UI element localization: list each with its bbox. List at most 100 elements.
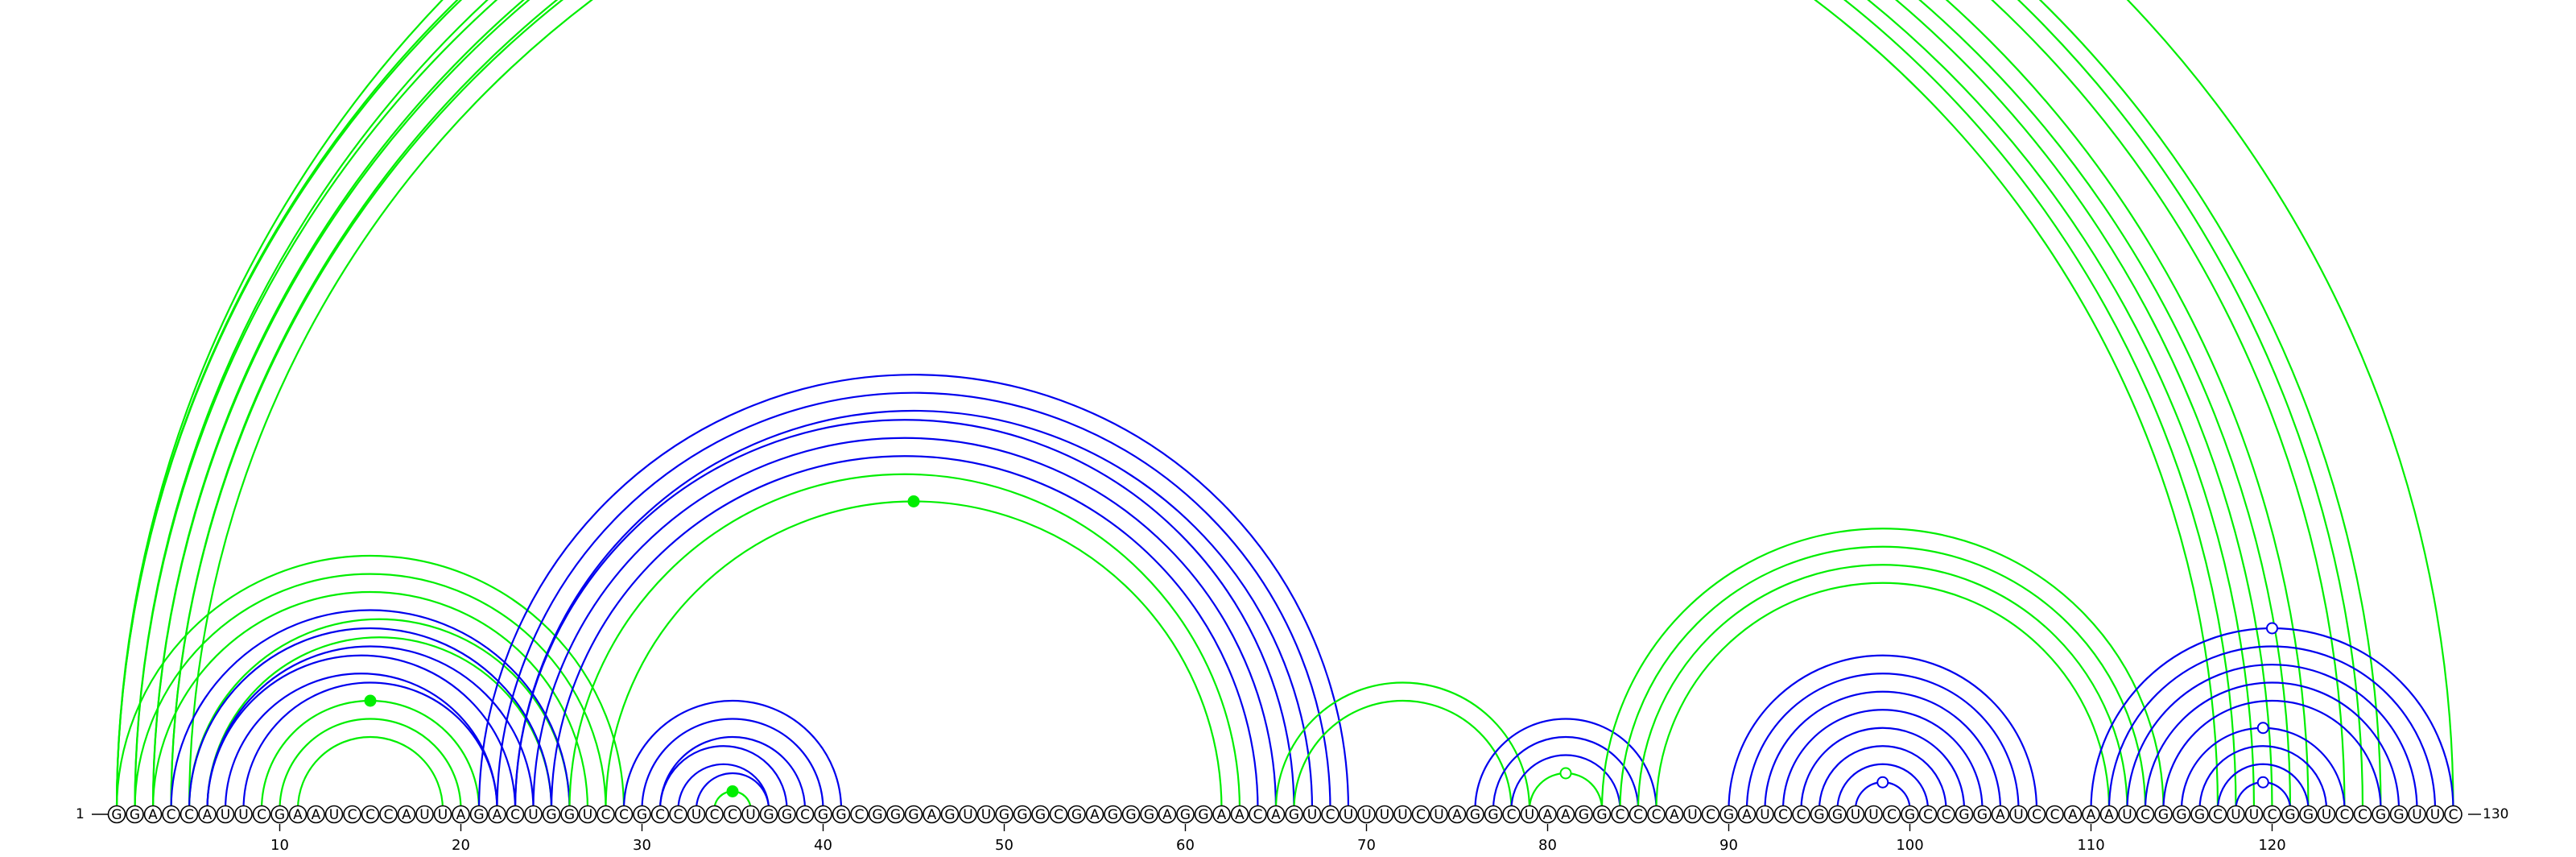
- nucleotide-letter: C: [2050, 807, 2060, 823]
- nucleotide-117: C: [2208, 805, 2227, 824]
- nucleotide-circle: [1285, 805, 1303, 824]
- nucleotide-letter: G: [2285, 807, 2295, 823]
- nucleotide-121: G: [2281, 805, 2300, 824]
- nucleotide-16: C: [379, 805, 398, 824]
- base-pair-arc-4-26: [170, 609, 571, 810]
- nucleotide-86: C: [1647, 805, 1666, 824]
- nucleotide-75: A: [1447, 805, 1467, 824]
- nucleotide-circle: [1447, 805, 1467, 824]
- nucleotide-130: C: [2444, 805, 2462, 824]
- nucleotide-21: G: [469, 805, 489, 824]
- nucleotide-letter: U: [1307, 807, 1317, 823]
- nucleotide-105: A: [1991, 805, 2010, 824]
- nucleotide-letter: U: [2122, 807, 2132, 823]
- nucleotide-circle: [2372, 805, 2390, 824]
- nucleotide-circle: [2425, 805, 2445, 824]
- nucleotide-circle: [524, 805, 543, 824]
- nucleotide-circle: [1266, 805, 1286, 824]
- base-pair-arc-4-119: [170, 0, 2256, 810]
- nucleotide-letter: U: [963, 807, 972, 823]
- nucleotide-circle: [1158, 805, 1177, 824]
- nucleotide-circle: [614, 805, 634, 824]
- nucleotide-circle: [469, 805, 489, 824]
- nucleotide-letter: C: [1253, 807, 1263, 823]
- nucleotide-115: G: [2172, 805, 2191, 824]
- nucleotide-letter: C: [728, 807, 737, 823]
- nucleotide-circle: [1140, 805, 1158, 824]
- base-pair-arc-24-65: [532, 437, 1278, 810]
- nucleotide-circle: [343, 805, 361, 824]
- nucleotide-98: U: [1864, 805, 1883, 824]
- nucleotide-circle: [2444, 805, 2462, 824]
- nucleotide-25: G: [542, 805, 561, 824]
- nucleotide-circle: [1212, 805, 1231, 824]
- tick-label-40: 40: [814, 837, 832, 854]
- nucleotide-circle: [1230, 805, 1249, 824]
- nucleotide-51: G: [1013, 805, 1032, 824]
- nucleotide-letter: U: [691, 807, 701, 823]
- base-pair-arc-6-25: [206, 636, 553, 810]
- nucleotide-letter: C: [710, 807, 720, 823]
- pair-marker-115-124: [2256, 722, 2269, 735]
- base-pair-arc-5-25: [188, 627, 553, 810]
- nucleotide-letter: G: [564, 807, 575, 823]
- nucleotide-90: G: [1719, 805, 1738, 824]
- nucleotide-112: U: [2118, 805, 2136, 824]
- base-pair-arc-116-123: [2198, 745, 2328, 810]
- nucleotide-letter: G: [1289, 807, 1299, 823]
- nucleotide-93: C: [1773, 805, 1793, 824]
- nucleotide-circle: [904, 805, 923, 824]
- nucleotide-circle: [1085, 805, 1104, 824]
- nucleotide-circle: [868, 805, 887, 824]
- base-pair-arc-77-85: [1492, 735, 1640, 810]
- nucleotide-circle: [162, 805, 180, 824]
- nucleotide-circle: [1955, 805, 1974, 824]
- nucleotide-circle: [723, 805, 742, 824]
- nucleotide-48: U: [959, 805, 977, 824]
- nucleotide-letter: U: [2013, 807, 2023, 823]
- base-pair-arc-1-29: [115, 554, 625, 810]
- nucleotide-circle: [361, 805, 380, 824]
- nucleotide-108: C: [2046, 805, 2064, 824]
- pair-marker-118-121: [2256, 776, 2269, 789]
- base-pair-arc-29-41: [622, 699, 843, 810]
- nucleotide-circle: [923, 805, 941, 824]
- base-pair-arc-96-101: [1836, 763, 1930, 810]
- nucleotide-29: C: [614, 805, 634, 824]
- nucleotide-46: A: [923, 805, 941, 824]
- nucleotide-letter: G: [763, 807, 774, 823]
- pair-marker-79-83: [1559, 767, 1572, 780]
- base-pair-arc-25-64: [550, 455, 1259, 810]
- nucleotide-7: U: [216, 805, 235, 824]
- nucleotide-letter: C: [674, 807, 683, 823]
- nucleotide-circle: [542, 805, 561, 824]
- nucleotide-circle: [814, 805, 832, 824]
- nucleotide-101: C: [1918, 805, 1938, 824]
- nucleotide-19: U: [433, 805, 452, 824]
- nucleotide-52: G: [1031, 805, 1050, 824]
- base-pair-arc-90-107: [1728, 654, 2038, 810]
- nucleotide-letter: U: [238, 807, 248, 823]
- base-pair-arc-22-68: [496, 391, 1331, 810]
- base-pair-arc-3-120: [151, 0, 2273, 810]
- nucleotide-letter: A: [1742, 807, 1752, 823]
- tick-label-100: 100: [1896, 837, 1923, 854]
- nucleotide-circle: [2408, 805, 2426, 824]
- nucleotide-109: A: [2063, 805, 2083, 824]
- nucleotide-circle: [415, 805, 434, 824]
- nucleotide-letter: A: [456, 807, 466, 823]
- nucleotide-circle: [324, 805, 344, 824]
- nucleotide-circle: [307, 805, 325, 824]
- base-pair-arc-7-22: [224, 673, 498, 810]
- nucleotide-letter: G: [1017, 807, 1027, 823]
- nucleotide-36: U: [741, 805, 760, 824]
- nucleotide-circle: [976, 805, 996, 824]
- start-index-label: 1: [76, 806, 85, 822]
- nucleotide-letter: U: [1525, 807, 1534, 823]
- base-pair-arc-93-104: [1781, 709, 1984, 810]
- nucleotide-circle: [216, 805, 235, 824]
- nucleotide-73: C: [1411, 805, 1430, 824]
- nucleotide-letter: C: [1616, 807, 1625, 823]
- nucleotide-circle: [1302, 805, 1322, 824]
